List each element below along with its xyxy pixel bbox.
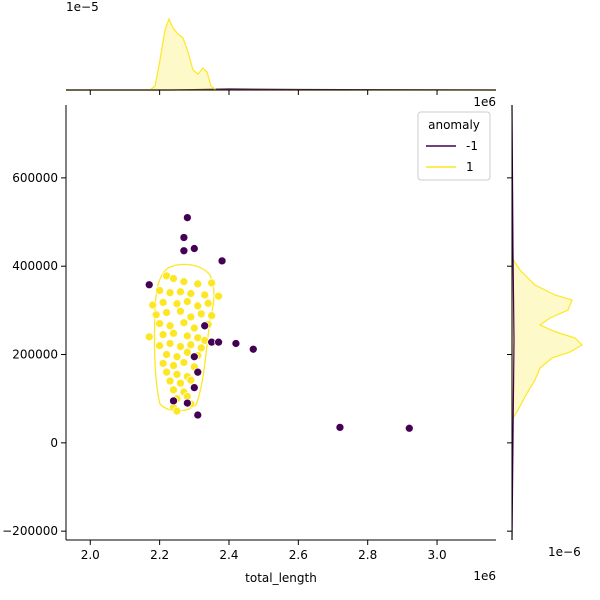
normal-point (186, 375, 196, 385)
anomaly-point (183, 398, 192, 408)
main-axes: 2.0 2.2 2.4 2.6 2.8 3.0 −200000 0 200000 400000 6… (2, 90, 512, 585)
normal-point (148, 300, 158, 310)
normal-point (172, 406, 182, 416)
anomaly-point (404, 423, 414, 433)
normal-point (183, 297, 192, 306)
normal-point (162, 308, 171, 317)
normal-point (172, 299, 182, 309)
normal-point (186, 312, 196, 322)
normal-point (165, 339, 175, 348)
normal-point (165, 321, 175, 331)
anomaly-point (214, 337, 223, 347)
y-ticks: −200000 0 200000 400000 600000 (2, 171, 66, 538)
top-right-exponent: 1e6 (473, 95, 496, 109)
normal-point (169, 361, 178, 370)
legend-label-neg: -1 (466, 139, 478, 153)
x-ticks: 2.0 2.2 2.4 2.6 2.8 3.0 (81, 540, 447, 562)
y-tick-label: 400000 (12, 259, 58, 273)
normal-point (169, 385, 178, 395)
y-tick-label: 600000 (12, 171, 58, 185)
normal-point (169, 328, 178, 338)
normal-point (151, 310, 161, 320)
anomaly-point (189, 352, 199, 362)
normal-point (165, 376, 175, 386)
anomaly-point (144, 280, 154, 290)
normal-point (172, 370, 182, 379)
normal-point (158, 298, 168, 307)
normal-point (155, 286, 164, 295)
normal-point (158, 330, 168, 339)
x-tick-label: 2.8 (358, 548, 377, 562)
x-tick-label: 2.2 (150, 548, 169, 562)
anomaly-point (335, 423, 345, 432)
legend-title: anomaly (428, 118, 480, 132)
anomaly-point (189, 244, 199, 253)
x-tick-label: 2.6 (289, 548, 308, 562)
kde-contour-pos (153, 263, 215, 412)
anomaly-point (200, 321, 210, 331)
legend: anomaly -1 1 (417, 111, 491, 181)
right-marginal-exponent: 1e−6 (548, 545, 581, 559)
normal-point (179, 318, 189, 328)
normal-point (207, 311, 216, 321)
normal-point (196, 309, 206, 319)
scatter-points (144, 213, 414, 433)
anomaly-point (183, 213, 192, 222)
anomaly-point (179, 233, 189, 242)
normal-point (200, 290, 210, 300)
normal-point (176, 306, 185, 316)
normal-point (186, 289, 196, 298)
normal-point (203, 298, 213, 308)
top-marginal-kde-pos (66, 17, 496, 91)
right-marginal: 1e−6 (511, 104, 583, 559)
x-axis-label: total_length (245, 571, 317, 585)
normal-point (158, 359, 168, 368)
normal-point (165, 288, 175, 298)
normal-point (162, 350, 171, 359)
anomaly-point (189, 383, 199, 392)
anomaly-point (231, 339, 241, 348)
y-tick-label: 0 (50, 436, 58, 450)
y-tick-label: −200000 (2, 524, 58, 538)
top-marginal-exponent: 1e−5 (66, 0, 99, 14)
anomaly-point (193, 410, 203, 420)
normal-point (183, 331, 192, 341)
top-marginal: 1e−5 (66, 0, 497, 91)
right-marginal-ticks (507, 177, 512, 532)
legend-label-pos: 1 (466, 160, 474, 174)
normal-point (179, 277, 189, 286)
x-tick-label: 2.4 (219, 548, 238, 562)
normal-point (172, 352, 182, 362)
normal-point (193, 301, 203, 311)
anomaly-point (179, 246, 189, 256)
normal-point (183, 347, 192, 357)
x-tick-label: 2.0 (81, 548, 100, 562)
normal-point (186, 340, 196, 350)
normal-point (189, 323, 199, 333)
normal-point (176, 287, 185, 297)
right-marginal-kde-pos (511, 256, 583, 423)
right-marginal-kde-neg (511, 104, 515, 541)
anomaly-point (217, 256, 227, 266)
top-marginal-ticks (89, 90, 438, 95)
anomaly-point (193, 367, 203, 377)
anomaly-point (248, 344, 258, 354)
normal-point (214, 291, 223, 301)
normal-point (144, 332, 154, 342)
anomaly-point (169, 396, 178, 406)
normal-point (155, 341, 164, 351)
normal-point (155, 319, 164, 328)
x-tick-label: 3.0 (428, 548, 447, 562)
y-tick-label: 200000 (12, 348, 58, 362)
normal-point (179, 358, 189, 367)
normal-point (162, 367, 171, 377)
normal-point (196, 343, 206, 353)
normal-point (176, 342, 185, 351)
normal-point (193, 279, 203, 289)
normal-point (169, 274, 178, 283)
x-axis-exponent: 1e6 (473, 569, 496, 583)
normal-point (207, 278, 216, 288)
normal-point (176, 378, 185, 388)
